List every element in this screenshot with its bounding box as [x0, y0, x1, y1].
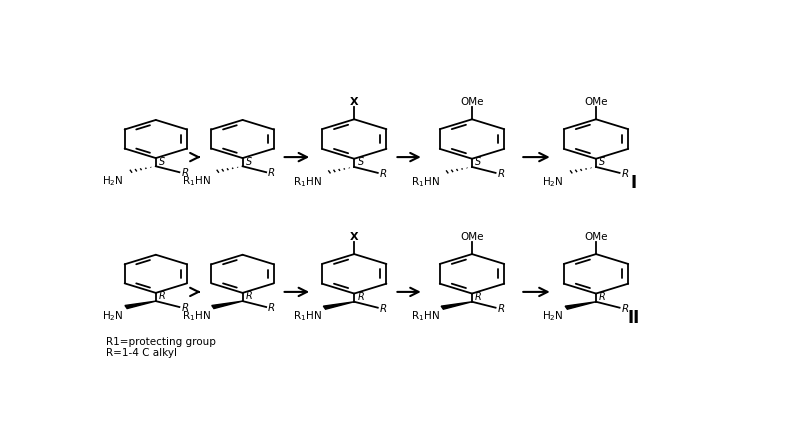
Text: R: R — [498, 303, 505, 313]
Text: $S$: $S$ — [245, 154, 253, 166]
Text: R: R — [622, 303, 629, 313]
Text: OMe: OMe — [584, 97, 608, 107]
Text: II: II — [627, 308, 639, 326]
Polygon shape — [212, 302, 242, 309]
Text: R$_1$HN: R$_1$HN — [293, 175, 322, 188]
Text: $R$: $R$ — [245, 289, 253, 301]
Text: OMe: OMe — [460, 97, 484, 107]
Text: $S$: $S$ — [474, 155, 482, 167]
Text: $S$: $S$ — [158, 154, 166, 166]
Text: $R$: $R$ — [474, 289, 482, 302]
Text: R$_1$HN: R$_1$HN — [411, 309, 440, 323]
Text: R: R — [380, 169, 387, 178]
Text: R: R — [380, 303, 387, 313]
Text: R$_1$HN: R$_1$HN — [182, 174, 210, 187]
Text: R=1-4 C alkyl: R=1-4 C alkyl — [106, 347, 178, 357]
Text: H$_2$N: H$_2$N — [542, 309, 564, 323]
Text: $R$: $R$ — [158, 289, 166, 301]
Text: $S$: $S$ — [598, 155, 606, 167]
Text: $R$: $R$ — [357, 289, 365, 302]
Text: X: X — [350, 231, 358, 242]
Polygon shape — [565, 302, 596, 310]
Polygon shape — [125, 302, 156, 309]
Text: R: R — [622, 169, 629, 178]
Text: R: R — [268, 168, 275, 178]
Text: H$_2$N: H$_2$N — [542, 175, 564, 188]
Text: X: X — [350, 97, 358, 107]
Text: $R$: $R$ — [598, 289, 606, 302]
Text: R$_1$HN: R$_1$HN — [411, 175, 440, 188]
Text: R: R — [268, 302, 275, 312]
Text: R: R — [182, 302, 189, 312]
Polygon shape — [441, 302, 472, 310]
Text: OMe: OMe — [460, 231, 484, 242]
Text: H$_2$N: H$_2$N — [102, 174, 123, 187]
Text: I: I — [630, 173, 636, 191]
Text: R1=protecting group: R1=protecting group — [106, 337, 216, 346]
Text: $S$: $S$ — [357, 155, 365, 167]
Text: H$_2$N: H$_2$N — [102, 308, 123, 322]
Text: R$_1$HN: R$_1$HN — [293, 309, 322, 323]
Text: OMe: OMe — [584, 231, 608, 242]
Text: R$_1$HN: R$_1$HN — [182, 308, 210, 322]
Polygon shape — [323, 302, 354, 310]
Text: R: R — [498, 169, 505, 178]
Text: R: R — [182, 168, 189, 178]
